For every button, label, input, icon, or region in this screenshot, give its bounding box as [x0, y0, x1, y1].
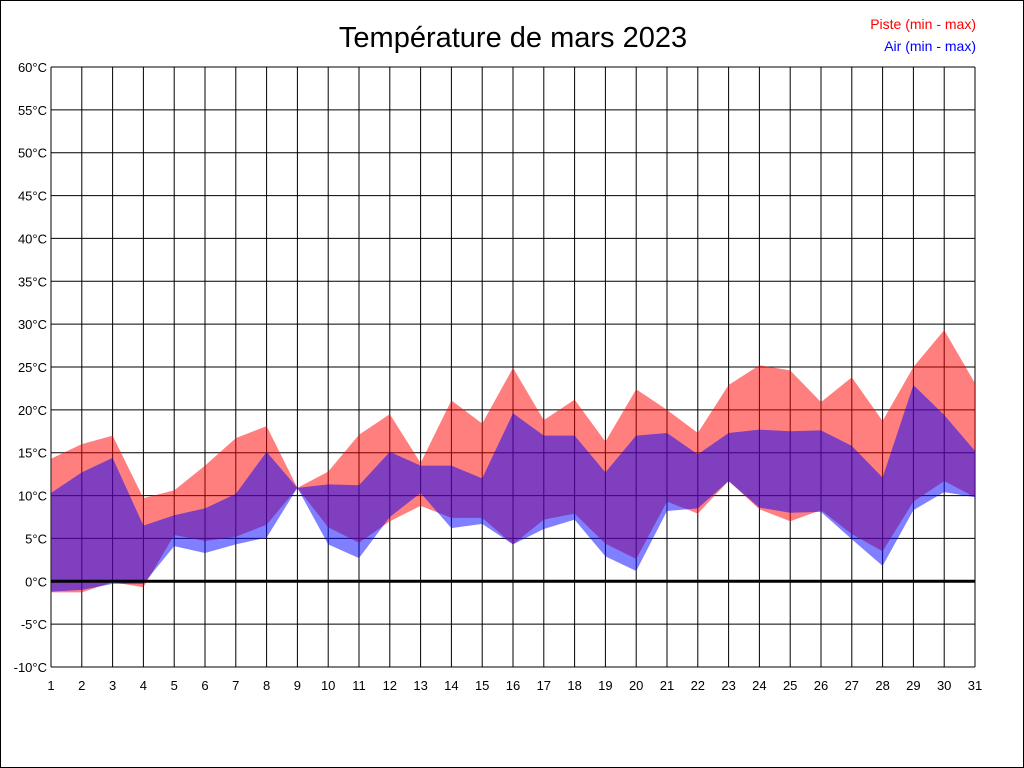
y-tick-label: 0°C [25, 574, 47, 589]
legend-piste: Piste (min - max) [870, 16, 976, 32]
y-tick-label: 15°C [18, 446, 47, 461]
y-tick-label: 5°C [25, 531, 47, 546]
x-tick-label: 25 [783, 678, 797, 693]
y-tick-label: 55°C [18, 103, 47, 118]
y-tick-label: 60°C [18, 60, 47, 75]
x-tick-label: 3 [109, 678, 116, 693]
x-tick-label: 28 [875, 678, 889, 693]
x-tick-label: 24 [752, 678, 766, 693]
x-tick-label: 10 [321, 678, 335, 693]
x-tick-label: 14 [444, 678, 458, 693]
y-tick-label: -10°C [14, 660, 47, 675]
y-tick-label: 10°C [18, 489, 47, 504]
x-tick-label: 27 [845, 678, 859, 693]
y-tick-label: 40°C [18, 231, 47, 246]
x-tick-label: 2 [78, 678, 85, 693]
y-tick-label: 30°C [18, 317, 47, 332]
x-tick-label: 5 [171, 678, 178, 693]
area-air [51, 385, 975, 592]
x-tick-label: 26 [814, 678, 828, 693]
x-tick-label: 8 [263, 678, 270, 693]
x-tick-label: 23 [721, 678, 735, 693]
x-tick-label: 9 [294, 678, 301, 693]
chart-title: Température de mars 2023 [339, 22, 687, 54]
x-tick-label: 6 [201, 678, 208, 693]
x-tick-label: 16 [506, 678, 520, 693]
x-tick-label: 20 [629, 678, 643, 693]
y-tick-label: -5°C [21, 617, 47, 632]
x-tick-label: 19 [598, 678, 612, 693]
x-tick-label: 22 [691, 678, 705, 693]
x-tick-label: 21 [660, 678, 674, 693]
x-tick-label: 11 [352, 678, 366, 693]
y-tick-label: 25°C [18, 360, 47, 375]
x-tick-label: 29 [906, 678, 920, 693]
x-tick-label: 18 [567, 678, 581, 693]
x-tick-label: 13 [413, 678, 427, 693]
y-tick-label: 45°C [18, 189, 47, 204]
x-tick-label: 17 [537, 678, 551, 693]
x-tick-label: 30 [937, 678, 951, 693]
axes: -10°C -5°C 0°C 5°C 10°C 15°C 20°C 25°C 30°C 35°C 4… [14, 60, 983, 693]
y-tick-label: 35°C [18, 274, 47, 289]
y-tick-label: 20°C [18, 403, 47, 418]
x-tick-label: 7 [232, 678, 239, 693]
grid [50, 66, 976, 668]
x-tick-label: 15 [475, 678, 489, 693]
x-tick-label: 1 [47, 678, 54, 693]
y-tick-label: 50°C [18, 146, 47, 161]
x-tick-label: 31 [968, 678, 982, 693]
legend-air: Air (min - max) [884, 38, 976, 54]
x-tick-label: 12 [383, 678, 397, 693]
x-tick-label: 4 [140, 678, 147, 693]
series-areas [51, 330, 975, 593]
